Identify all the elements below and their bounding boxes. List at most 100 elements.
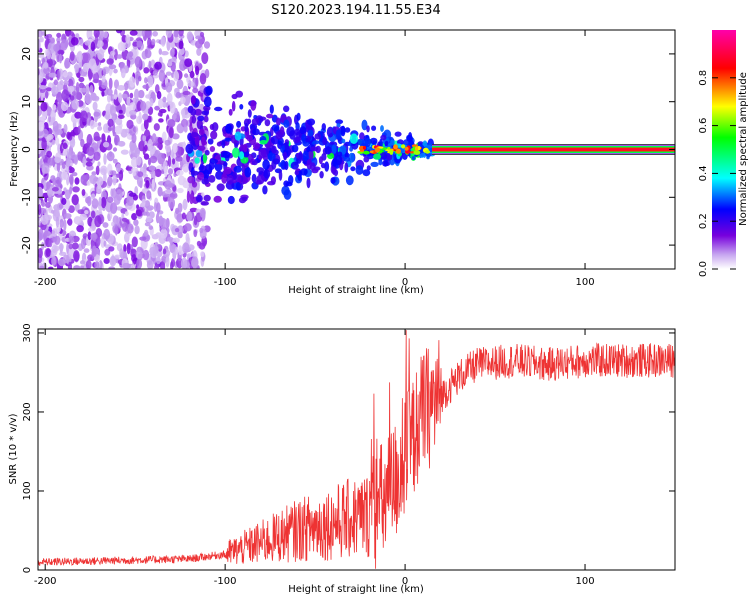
spectrogram-noise-cell xyxy=(137,89,145,99)
spectrogram-noise-cell xyxy=(46,181,51,190)
spectrogram-ytick-label: -20 xyxy=(20,236,33,254)
spectrogram-noise-cell xyxy=(61,191,65,195)
spectrogram-noise-cell xyxy=(151,38,156,46)
spectrogram-noise-cell xyxy=(203,41,211,49)
spectrogram-noise-cell xyxy=(117,42,124,51)
spectrogram-noise-cell xyxy=(56,37,61,43)
spectrogram-cluster-cell xyxy=(235,182,241,191)
spectrogram-cluster-cell xyxy=(322,137,328,145)
spectrogram-noise-cell xyxy=(146,190,152,200)
spectrogram-noise-cell xyxy=(48,72,57,78)
spectrogram-noise-cell xyxy=(47,41,56,54)
spectrogram-noise-cell xyxy=(94,215,102,228)
spectrogram-cluster-cell xyxy=(341,138,346,144)
spectrogram-noise-cell xyxy=(103,31,108,39)
spectrogram-noise-cell xyxy=(156,91,162,100)
spectrogram-noise-cell xyxy=(113,68,118,74)
spectrogram-noise-cell xyxy=(62,254,70,264)
spectrogram-noise-cell xyxy=(90,193,96,200)
spectrogram-cluster-cell xyxy=(266,113,274,119)
spectrogram-noise-cell xyxy=(63,123,68,134)
spectrogram-noise-cell xyxy=(63,80,69,86)
spectrogram-noise-cell xyxy=(76,225,84,233)
spectrogram-noise-cell xyxy=(39,85,47,90)
spectrogram-noise-cell xyxy=(130,144,138,155)
spectrogram-cluster-cell xyxy=(189,196,194,205)
spectrogram-noise-cell xyxy=(72,186,80,193)
spectrogram-cluster-cell xyxy=(361,119,368,131)
spectrogram-noise-cell xyxy=(130,248,135,254)
spectrogram-noise-cell xyxy=(68,165,72,171)
spectrogram-noise-cell xyxy=(68,236,75,244)
spectrogram-noise-cell xyxy=(67,261,73,269)
spectrogram-noise-cell xyxy=(91,198,99,209)
spectrogram-noise-cell xyxy=(164,165,168,178)
spectrogram-cluster-cell xyxy=(335,119,344,125)
spectrogram-cluster-cell xyxy=(335,129,342,140)
spectrogram-cluster-cell xyxy=(190,132,199,138)
spectrogram-cluster-cell xyxy=(203,115,209,123)
spectrogram-noise-cell xyxy=(152,70,158,76)
spectrogram-noise-cell xyxy=(135,249,143,260)
spectrogram-noise-cell xyxy=(114,125,123,135)
spectrogram-noise-cell xyxy=(148,225,154,230)
spectrogram-noise-cell xyxy=(38,186,44,198)
spectrogram-noise-cell xyxy=(116,30,122,34)
spectrogram-noise-cell xyxy=(71,99,80,110)
spectrogram-noise-cell xyxy=(118,109,123,114)
spectrogram-noise-cell xyxy=(193,229,198,238)
spectrogram-noise-cell xyxy=(189,70,195,79)
spectrogram-noise-cell xyxy=(103,258,110,264)
spectrogram-noise-cell xyxy=(66,243,70,255)
spectrogram-noise-cell xyxy=(70,151,76,159)
spectrogram-noise-cell xyxy=(80,265,84,269)
spectrogram-cluster-cell xyxy=(197,115,205,122)
spectrogram-noise-cell xyxy=(186,77,190,84)
spectrogram-cluster-cell xyxy=(312,140,320,145)
spectrogram-noise-cell xyxy=(186,211,193,222)
spectrogram-noise-cell xyxy=(156,142,161,148)
spectrogram-noise-cell xyxy=(174,87,180,93)
spectrogram-noise-cell xyxy=(67,85,75,93)
spectrogram-noise-cell xyxy=(138,75,142,82)
spectrogram-noise-cell xyxy=(136,40,143,48)
spectrogram-cluster-cell xyxy=(244,122,249,133)
spectrogram-noise-cell xyxy=(63,219,67,232)
spectrogram-cluster-cell xyxy=(293,137,301,144)
spectrogram-cluster-cell xyxy=(344,162,349,173)
spectrogram-noise-cell xyxy=(100,32,104,39)
spectrogram-noise-cell xyxy=(103,228,111,240)
spectrogram-noise-cell xyxy=(148,60,152,69)
spectrogram-noise-cell xyxy=(165,144,171,153)
spectrogram-noise-cell xyxy=(71,172,78,177)
spectrogram-noise-cell xyxy=(48,226,53,233)
spectrogram-noise-cell xyxy=(131,133,137,144)
snr-ytick-label: 300 xyxy=(22,323,33,342)
spectrogram-noise-cell xyxy=(93,111,101,117)
spectrogram-noise-cell xyxy=(107,176,113,187)
spectrogram-cluster-cell xyxy=(269,104,274,114)
spectrogram-noise-cell xyxy=(107,213,111,220)
spectrogram-cluster-cell xyxy=(216,183,225,192)
spectrogram-noise-cell xyxy=(162,96,167,103)
spectrogram-noise-cell xyxy=(110,50,116,56)
spectrogram-noise-cell xyxy=(61,161,66,169)
spectrogram-noise-cell xyxy=(125,34,131,44)
spectrogram-cluster-cell xyxy=(231,100,236,112)
spectrogram-noise-cell xyxy=(101,74,106,83)
spectrogram-cluster-cell xyxy=(284,160,289,171)
spectrogram-noise-cell xyxy=(38,39,41,51)
snr-ylabel: SNR (10 * v/v) xyxy=(8,413,19,484)
spectrogram-noise-cell xyxy=(180,96,186,105)
spectrogram-cluster-cell xyxy=(221,173,228,184)
snr-xtick-label: 100 xyxy=(575,576,594,587)
spectrogram-noise-cell xyxy=(96,40,104,48)
spectrogram-cluster-cell xyxy=(321,123,326,131)
spectrogram-noise-cell xyxy=(112,173,117,186)
spectrogram-noise-cell xyxy=(122,262,131,269)
spectrogram-cluster-cell xyxy=(300,168,308,176)
spectrogram-noise-cell xyxy=(64,59,70,69)
spectrogram-noise-cell xyxy=(61,89,70,102)
colorbar-tick-label: 0.6 xyxy=(698,118,709,134)
spectrogram-noise-cell xyxy=(51,228,58,237)
